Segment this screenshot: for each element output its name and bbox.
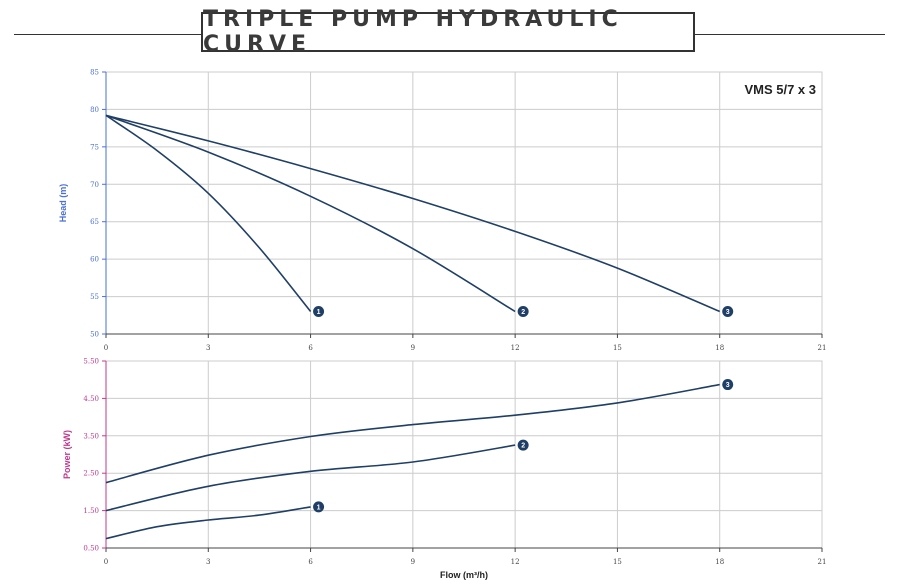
power-series-1-line bbox=[105, 506, 311, 540]
head-series-3-badge-label: 3 bbox=[726, 309, 730, 316]
power-xtick-label: 3 bbox=[206, 558, 210, 566]
power-xtick-label: 15 bbox=[613, 558, 622, 566]
head-xtick-label: 9 bbox=[411, 344, 415, 352]
power-y-axis-label: Power (kW) bbox=[62, 430, 72, 479]
head-y-axis-label: Head (m) bbox=[58, 184, 68, 223]
power-xtick-label: 0 bbox=[104, 558, 108, 566]
power-x-axis-label: Flow (m³/h) bbox=[440, 570, 488, 580]
head-xtick-label: 18 bbox=[715, 344, 724, 352]
power-ytick-label: 1.50 bbox=[83, 507, 99, 515]
power-series-1-badge-label: 1 bbox=[317, 504, 321, 511]
head-xtick-label: 15 bbox=[613, 344, 622, 352]
title-box: TRIPLE PUMP HYDRAULIC CURVE bbox=[201, 7, 695, 57]
head-plot-frame bbox=[105, 71, 823, 335]
head-ytick-label: 60 bbox=[90, 256, 99, 264]
power-series-3-badge-label: 3 bbox=[726, 382, 730, 389]
title-rule-right bbox=[695, 34, 885, 35]
head-xtick-label: 12 bbox=[511, 344, 520, 352]
head-ytick-label: 80 bbox=[90, 106, 99, 114]
power-ytick-label: 0.50 bbox=[83, 545, 99, 553]
power-ytick-label: 5.50 bbox=[83, 358, 99, 366]
head-series-1-badge bbox=[313, 306, 325, 318]
head-xtick-label: 6 bbox=[308, 344, 313, 352]
power-xtick-label: 12 bbox=[511, 558, 520, 566]
head-series-2-badge-label: 2 bbox=[521, 309, 525, 316]
power-ytick-label: 2.50 bbox=[83, 470, 99, 478]
power-chart: 0 3 6 9 12 15 18 210.501.502.503.504.505.50Powe… bbox=[62, 358, 826, 581]
model-label: VMS 5/7 x 3 bbox=[744, 82, 816, 97]
power-ytick-label: 4.50 bbox=[83, 395, 99, 403]
head-series-2-line bbox=[105, 114, 516, 313]
power-series-2-badge-label: 2 bbox=[521, 443, 525, 450]
power-series-2-line bbox=[105, 444, 516, 512]
head-ytick-label: 70 bbox=[90, 181, 99, 189]
power-series-3-line bbox=[105, 383, 720, 484]
head-ytick-label: 65 bbox=[90, 218, 99, 226]
power-xtick-label: 9 bbox=[411, 558, 415, 566]
head-xtick-label: 0 bbox=[104, 344, 108, 352]
power-xtick-label: 21 bbox=[818, 558, 827, 566]
power-series-3-badge bbox=[722, 379, 734, 391]
power-series-2-badge bbox=[517, 439, 529, 451]
power-series-1-badge bbox=[313, 501, 325, 513]
head-series-1-badge-label: 1 bbox=[317, 309, 321, 316]
title-rule-left bbox=[14, 34, 201, 35]
head-series-2-badge bbox=[517, 306, 529, 318]
power-xtick-label: 6 bbox=[308, 558, 313, 566]
head-series-1-line bbox=[105, 114, 312, 313]
power-xtick-label: 18 bbox=[715, 558, 724, 566]
head-ytick-label: 50 bbox=[90, 331, 99, 339]
head-series-3-line bbox=[105, 114, 721, 313]
power-ytick-label: 3.50 bbox=[83, 432, 99, 440]
head-ytick-label: 85 bbox=[90, 69, 99, 77]
head-ytick-label: 55 bbox=[90, 293, 99, 301]
head-xtick-label: 21 bbox=[818, 344, 827, 352]
head-series-3-badge bbox=[722, 306, 734, 318]
head-ytick-label: 75 bbox=[90, 143, 99, 151]
head-xtick-label: 3 bbox=[206, 344, 210, 352]
